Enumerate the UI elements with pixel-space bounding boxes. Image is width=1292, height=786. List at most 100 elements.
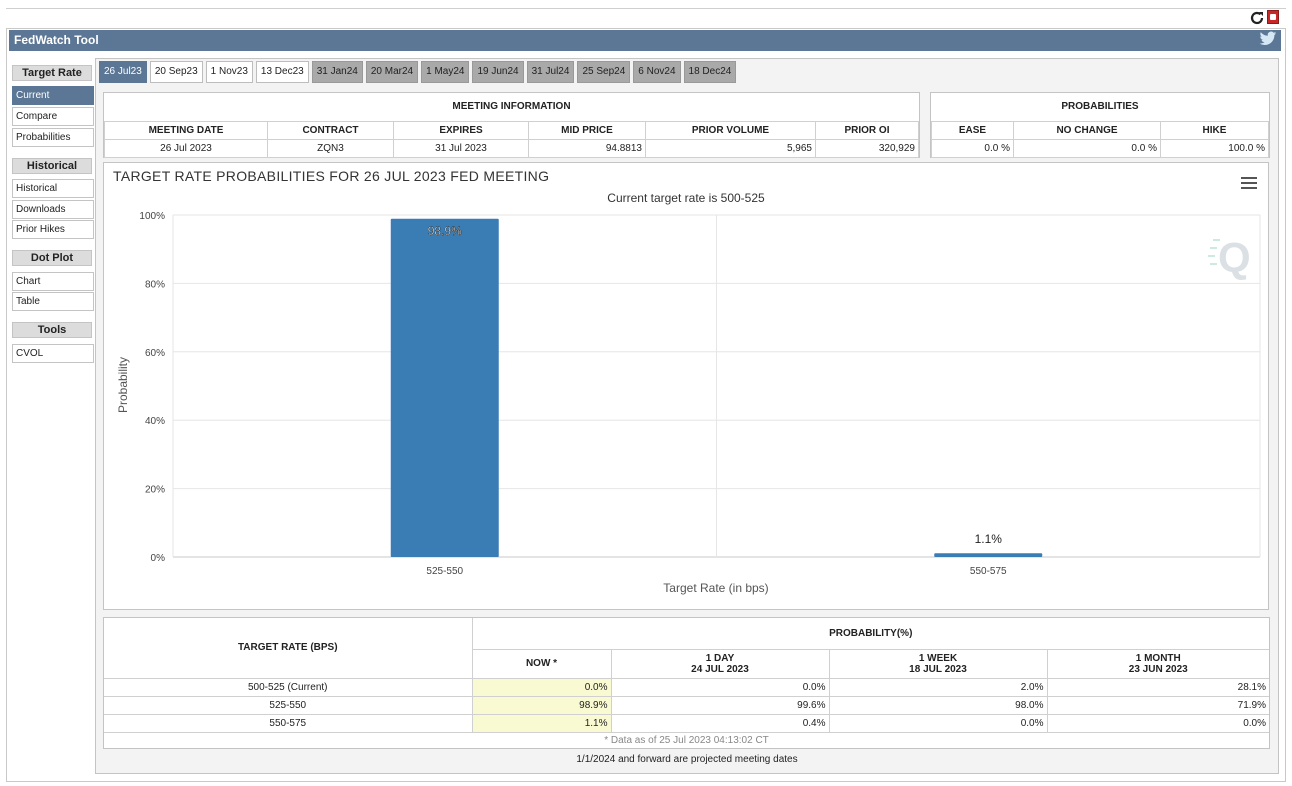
tab-meeting[interactable]: 31 Jan24	[311, 61, 363, 83]
tab-meeting[interactable]: 26 Jul23	[99, 61, 147, 83]
sidebar-item-chart[interactable]: Chart	[12, 272, 94, 291]
sidebar-item-cvol[interactable]: CVOL	[12, 344, 94, 363]
sidebar-item-historical[interactable]: Historical	[12, 179, 94, 198]
table-row: 500-525 (Current) 0.0% 0.0% 2.0% 28.1%	[104, 677, 1269, 697]
col-header-1month: 1 MONTH 23 JUN 2023	[1046, 648, 1269, 679]
meeting-info-title: MEETING INFORMATION	[104, 93, 919, 122]
tab-meeting[interactable]: 6 Nov24	[633, 61, 681, 83]
col-header-line: 1 WEEK	[918, 652, 958, 664]
col-header-date: 24 JUL 2023	[691, 663, 749, 675]
value-cell: 0.0%	[1046, 713, 1269, 733]
value-cell: 28.1%	[1046, 677, 1269, 697]
top-border	[6, 8, 1286, 28]
prior-oi-value: 320,929	[815, 138, 919, 158]
value-cell: 0.0%	[828, 713, 1048, 733]
col-header: EASE	[931, 120, 1014, 140]
meeting-info-table: MEETING INFORMATION MEETING DATE CONTRAC…	[104, 93, 919, 158]
col-header-1day: 1 DAY 24 JUL 2023	[610, 648, 830, 679]
tab-meeting[interactable]: 19 Jun24	[472, 61, 524, 83]
mid-price-value: 94.8813	[528, 138, 646, 158]
col-header: PRIOR OI	[815, 120, 919, 140]
x-axis-label: Target Rate (in bps)	[663, 581, 768, 595]
y-axis-label: Probability	[116, 357, 130, 413]
rate-cell: 550-575	[104, 713, 473, 733]
bar[interactable]	[390, 218, 499, 557]
rate-cell: 525-550	[104, 695, 473, 715]
sidebar-item-downloads[interactable]: Downloads	[12, 200, 94, 219]
sidebar-section-historical: Historical	[12, 158, 92, 174]
table-row: 525-550 98.9% 99.6% 98.0% 71.9%	[104, 695, 1269, 715]
col-header: NO CHANGE	[1013, 120, 1161, 140]
prior-volume-value: 5,965	[645, 138, 816, 158]
y-tick-label: 80%	[145, 279, 165, 290]
sidebar-section-target-rate: Target Rate	[12, 65, 92, 81]
x-axis-ticks: 525-550 550-575	[426, 566, 1007, 577]
table-row: 550-575 1.1% 0.4% 0.0% 0.0%	[104, 713, 1269, 733]
tab-meeting[interactable]: 13 Dec23	[255, 61, 309, 83]
col-header: MID PRICE	[528, 120, 646, 140]
col-header-line: 1 MONTH	[1135, 652, 1181, 664]
chart-subtitle: Current target rate is 500-525	[607, 191, 765, 205]
sidebar-item-table[interactable]: Table	[12, 292, 94, 311]
probability-table: TARGET RATE (BPS) PROBABILITY(%) NOW * 1…	[104, 618, 1269, 748]
probability-chart: TARGET RATE PROBABILITIES FOR 26 JUL 202…	[113, 168, 1261, 595]
app-title: FedWatch Tool	[9, 30, 1281, 51]
target-rate-header: TARGET RATE (BPS)	[104, 618, 473, 679]
data-label: 98.9%	[428, 224, 462, 238]
reload-icon[interactable]	[1249, 10, 1265, 26]
y-tick-label: 100%	[139, 211, 165, 222]
col-header-1week: 1 WEEK 18 JUL 2023	[828, 648, 1048, 679]
col-header: CONTRACT	[267, 120, 394, 140]
sidebar-item-prior-hikes[interactable]: Prior Hikes	[12, 220, 94, 239]
sidebar-section-tools: Tools	[12, 322, 92, 338]
chart-bars: 98.9% 1.1%	[390, 218, 1043, 557]
pdf-icon[interactable]	[1267, 10, 1279, 24]
value-cell: 0.0%	[471, 677, 612, 697]
value-cell: 98.9%	[471, 695, 612, 715]
y-tick-label: 0%	[151, 553, 166, 564]
sidebar-item-probabilities[interactable]: Probabilities	[12, 128, 94, 147]
expires-value: 31 Jul 2023	[393, 138, 529, 158]
sidebar-item-compare[interactable]: Compare	[12, 107, 94, 126]
value-cell: 1.1%	[471, 713, 612, 733]
chart-panel	[103, 162, 1269, 610]
watermark-logo: Q	[1208, 234, 1251, 281]
hamburger-menu-icon[interactable]	[1241, 177, 1257, 189]
tab-meeting[interactable]: 20 Sep23	[149, 61, 203, 83]
tab-meeting[interactable]: 31 Jul24	[526, 61, 575, 83]
footer-note: 1/1/2024 and forward are projected meeti…	[576, 754, 798, 765]
y-tick-label: 20%	[145, 485, 165, 496]
svg-text:Q: Q	[1218, 234, 1251, 281]
tab-meeting[interactable]: 1 May24	[421, 61, 470, 83]
ease-value: 0.0 %	[931, 138, 1014, 158]
probability-group-header: PROBABILITY(%)	[471, 618, 1269, 650]
value-cell: 71.9%	[1046, 695, 1269, 715]
bar[interactable]	[934, 553, 1043, 557]
y-axis-ticks: 0% 20% 40% 60% 80% 100%	[139, 211, 165, 564]
probabilities-panel: PROBABILITIES EASE NO CHANGE HIKE 0.0 % …	[930, 92, 1270, 158]
sidebar-item-current[interactable]: Current	[12, 86, 94, 105]
data-label: 1.1%	[975, 532, 1003, 546]
col-header: MEETING DATE	[104, 120, 268, 140]
x-tick-label: 525-550	[426, 566, 463, 577]
meeting-date-value: 26 Jul 2023	[104, 138, 268, 158]
tab-meeting[interactable]: 1 Nov23	[205, 61, 253, 83]
value-cell: 0.4%	[610, 713, 830, 733]
tab-meeting[interactable]: 25 Sep24	[577, 61, 631, 83]
tab-meeting[interactable]: 20 Mar24	[365, 61, 419, 83]
col-header-date: 18 JUL 2023	[909, 663, 967, 675]
probabilities-table: PROBABILITIES EASE NO CHANGE HIKE 0.0 % …	[931, 93, 1269, 158]
value-cell: 99.6%	[610, 695, 830, 715]
contract-value: ZQN3	[267, 138, 394, 158]
value-cell: 2.0%	[828, 677, 1048, 697]
twitter-icon[interactable]	[1259, 31, 1277, 49]
sidebar-section-dot-plot: Dot Plot	[12, 250, 92, 266]
app-frame	[6, 28, 1286, 782]
tab-meeting[interactable]: 18 Dec24	[683, 61, 737, 83]
y-tick-label: 40%	[145, 416, 165, 427]
rate-cell: 500-525 (Current)	[104, 677, 473, 697]
value-cell: 98.0%	[828, 695, 1048, 715]
hike-value: 100.0 %	[1160, 138, 1269, 158]
meeting-info-panel: MEETING INFORMATION MEETING DATE CONTRAC…	[103, 92, 920, 158]
probabilities-title: PROBABILITIES	[931, 93, 1269, 122]
